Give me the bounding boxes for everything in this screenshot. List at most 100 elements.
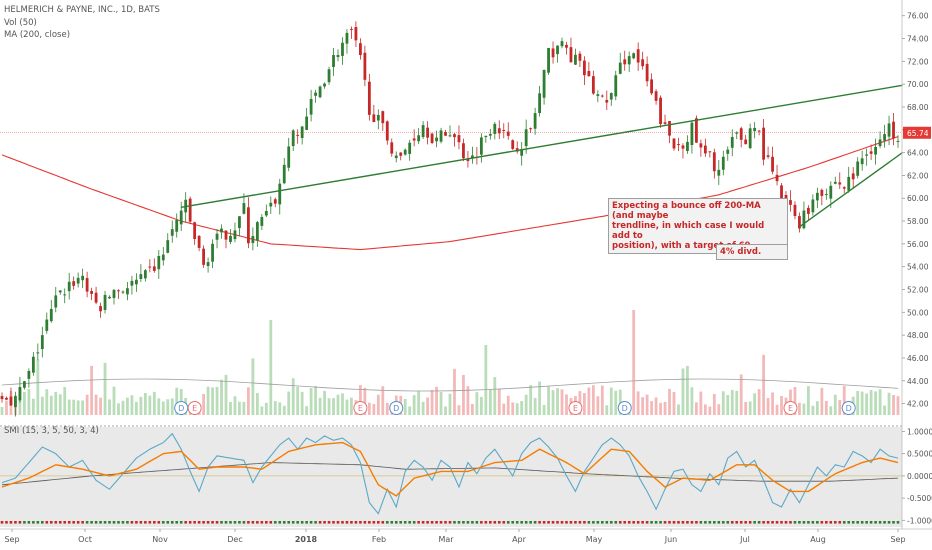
candle-down: [757, 130, 761, 132]
candle-down: [672, 138, 676, 149]
candle-up: [18, 387, 22, 401]
smi-dot: [825, 521, 828, 524]
marker-label: D: [846, 404, 852, 413]
volume-bar: [762, 354, 765, 415]
time-tick-label: Feb: [372, 535, 386, 544]
smi-dot: [224, 521, 228, 524]
candle-down: [775, 174, 779, 182]
smi-dot: [708, 521, 712, 524]
volume-bar: [117, 403, 120, 415]
candle-up: [233, 230, 237, 240]
volume-bar: [27, 389, 31, 415]
candle-down: [85, 278, 89, 292]
candle-up: [829, 185, 833, 199]
volume-bar: [421, 401, 425, 415]
smi-dot: [161, 521, 165, 524]
smi-dot: [121, 521, 125, 524]
smi-dot: [193, 521, 196, 524]
volume-bar: [148, 395, 152, 415]
volume-bar: [739, 374, 743, 415]
volume-bar: [305, 406, 309, 415]
smi-dot: [771, 521, 774, 524]
marker-label: E: [788, 404, 793, 413]
candle-up: [439, 130, 443, 142]
candle-up: [23, 381, 26, 388]
smi-signal-line: [1, 441, 899, 497]
smi-dot: [256, 521, 259, 524]
smi-dot: [851, 521, 855, 524]
smi-dot: [372, 521, 376, 524]
candle-up: [632, 53, 636, 59]
volume-bar: [202, 393, 205, 415]
candle-up: [323, 83, 326, 87]
volume-bar: [224, 374, 228, 415]
time-tick-label: May: [586, 535, 603, 544]
volume-bar: [484, 345, 488, 415]
volume-bar: [81, 400, 85, 415]
candle-up: [860, 158, 864, 165]
volume-bar: [883, 405, 886, 415]
smi-dot: [430, 521, 434, 524]
candle-down: [623, 59, 627, 65]
smi-dot: [654, 521, 658, 524]
volume-bar: [36, 359, 40, 415]
candle-up: [305, 116, 309, 130]
candle-up: [748, 128, 752, 149]
candle-up: [229, 235, 232, 242]
candle-up: [58, 290, 62, 293]
volume-bar: [650, 401, 653, 415]
candle-up: [170, 229, 174, 236]
volume-bar: [551, 390, 555, 415]
smi-dot: [672, 521, 676, 524]
volume-bar: [121, 400, 125, 415]
smi-dot: [139, 521, 143, 524]
time-tick-label: Oct: [78, 535, 92, 544]
volume-bar: [471, 404, 474, 415]
candle-up: [815, 192, 819, 201]
candle-down: [766, 155, 770, 157]
candle-up: [175, 219, 179, 232]
time-tick-label: Jun: [664, 535, 678, 544]
smi-dot: [273, 521, 277, 524]
price-tick-label: 76.00: [907, 12, 929, 21]
candle-up: [896, 140, 900, 142]
volume-bar: [583, 393, 586, 415]
smi-dot: [233, 521, 237, 524]
candle-down: [224, 230, 228, 240]
volume-bar: [609, 387, 613, 415]
time-tick-label: Dec: [227, 535, 242, 544]
candle-up: [260, 217, 264, 226]
smi-dot: [103, 521, 107, 524]
smi-tick-label: -1.0000: [907, 516, 932, 525]
candle-up: [81, 275, 85, 281]
volume-bar: [367, 402, 371, 415]
time-tick-label: Sep: [890, 535, 905, 544]
smi-tick-label: 0.5000: [907, 450, 932, 459]
candle-up: [341, 42, 344, 56]
volume-bar: [878, 389, 882, 415]
smi-dot: [417, 521, 420, 524]
smi-dot: [49, 521, 53, 524]
smi-dot: [9, 521, 13, 524]
candle-down: [94, 292, 98, 303]
volume-bar: [417, 391, 421, 415]
candle-down: [529, 128, 533, 130]
volume-bar: [439, 392, 443, 415]
candle-up: [394, 155, 398, 159]
candle-down: [193, 222, 197, 240]
candle-up: [417, 135, 421, 142]
volume-bar: [614, 390, 618, 415]
candle-down: [677, 144, 680, 146]
volume-bar: [618, 389, 622, 415]
smi-dot: [296, 521, 299, 524]
candle-down: [869, 151, 873, 154]
smi-dot: [829, 521, 833, 524]
smi-dot: [305, 521, 308, 524]
ma-legend: MA (200, close): [4, 30, 71, 40]
dividend-marker: [389, 401, 404, 415]
candle-up: [847, 176, 851, 191]
volume-bar: [533, 397, 537, 415]
smi-dot: [453, 521, 456, 524]
smi-dot: [41, 521, 44, 524]
candle-up: [833, 181, 837, 184]
